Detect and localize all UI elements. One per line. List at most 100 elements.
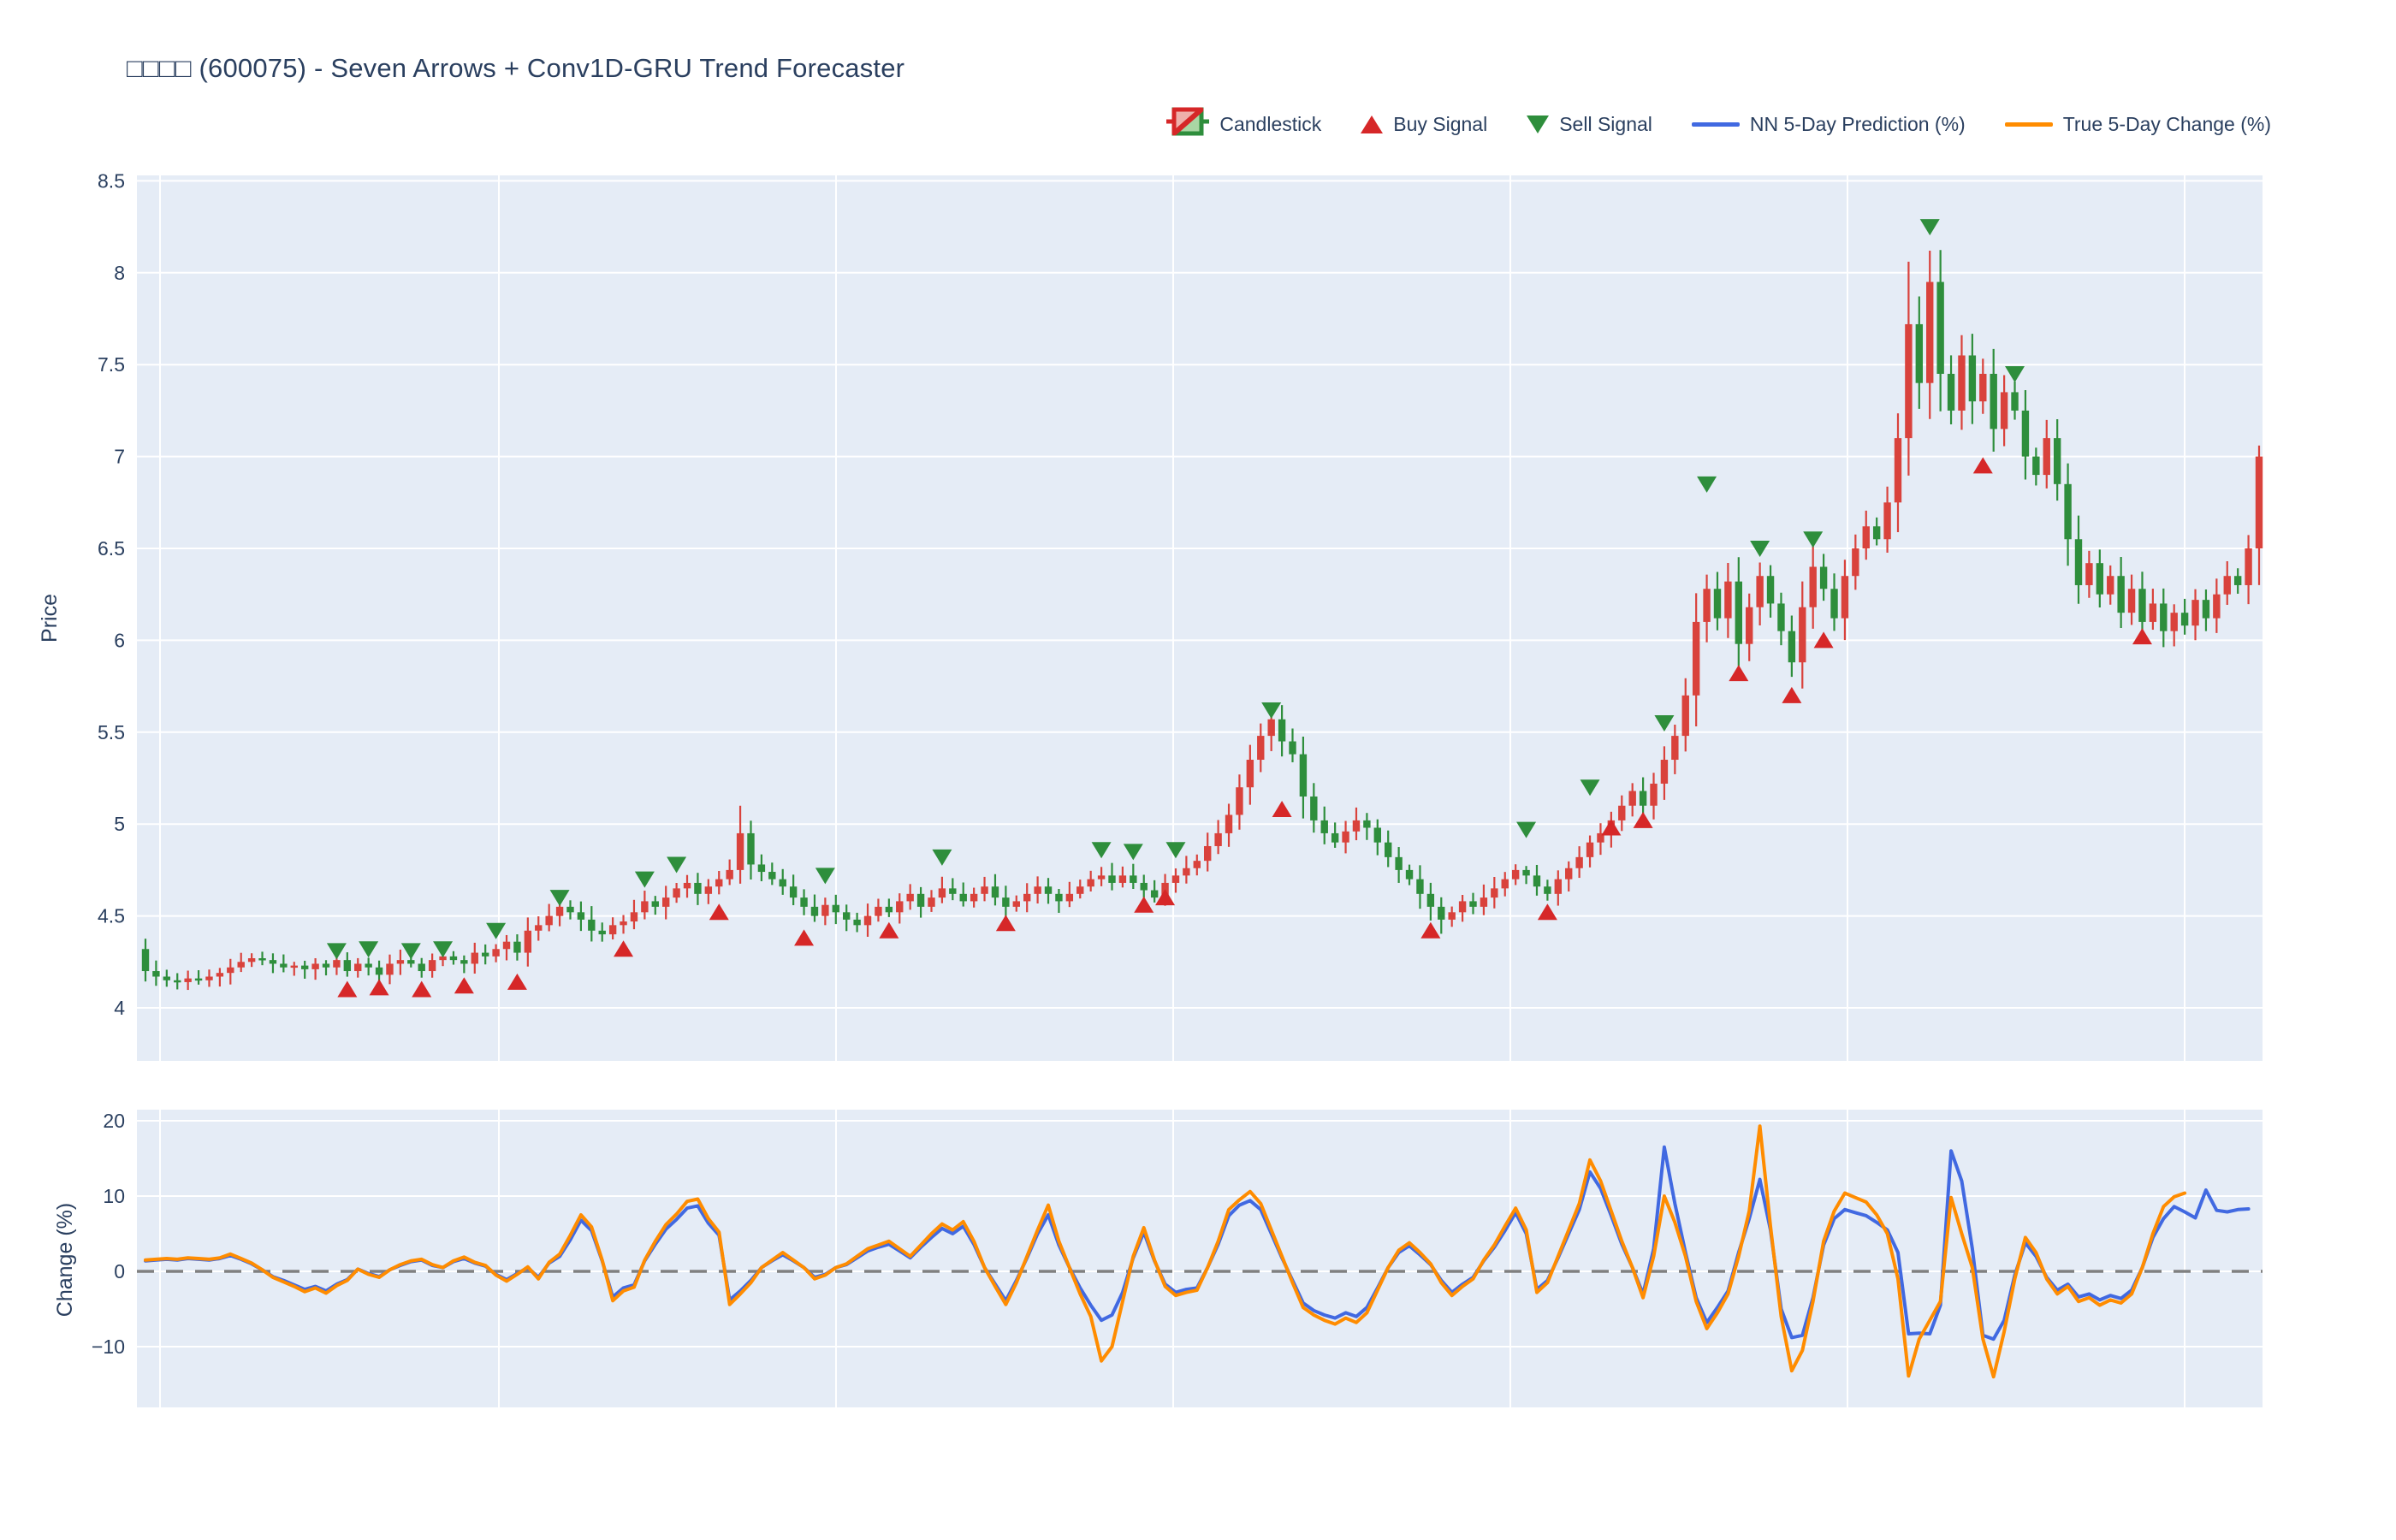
candle-body xyxy=(1575,856,1583,868)
candle-body xyxy=(1522,869,1530,876)
candle-body xyxy=(1246,760,1254,788)
candle-body xyxy=(641,901,649,913)
candle-body xyxy=(1385,842,1392,857)
candle-body xyxy=(885,906,893,913)
sell-marker xyxy=(1654,715,1675,732)
sell-marker xyxy=(359,941,379,958)
candle-body xyxy=(194,978,203,981)
candle-body xyxy=(2213,594,2221,619)
candle-body xyxy=(1395,856,1403,870)
candle-body xyxy=(1597,832,1604,843)
sell-signal-icon xyxy=(1527,115,1550,133)
buy-marker xyxy=(879,921,899,939)
candle-body xyxy=(141,949,150,972)
candle-body xyxy=(588,919,596,931)
price-tick-label: 4.5 xyxy=(98,905,125,927)
price-tick-label: 7.5 xyxy=(98,353,125,376)
candle-body xyxy=(1660,760,1669,784)
candle-body xyxy=(853,919,861,926)
candle-body xyxy=(1171,875,1180,883)
buy-marker xyxy=(1134,896,1154,913)
candle-body xyxy=(991,886,999,898)
legend-label-nn: NN 5-Day Prediction (%) xyxy=(1749,112,1966,135)
sell-marker xyxy=(1261,702,1282,720)
candle-body xyxy=(1735,581,1743,644)
candle-body xyxy=(651,901,659,907)
candle-body xyxy=(481,952,489,957)
candle-body xyxy=(694,882,702,894)
candle-body xyxy=(1533,875,1541,887)
sell-marker xyxy=(2005,365,2025,382)
candle-body xyxy=(1426,893,1435,907)
candle-body xyxy=(2021,410,2030,457)
candle-body xyxy=(1342,831,1349,843)
buy-marker xyxy=(1729,665,1749,682)
candle-body xyxy=(863,915,872,926)
candle-body xyxy=(2107,576,2114,595)
candle-body xyxy=(736,832,744,870)
legend-label-candlestick: Candlestick xyxy=(1219,112,1322,135)
sell-signal-markers[interactable] xyxy=(326,219,2025,960)
candle-body xyxy=(1788,631,1796,663)
legend-item-true-change[interactable]: True 5-Day Change (%) xyxy=(2004,113,2271,136)
candle-body xyxy=(620,921,627,926)
candle-body xyxy=(949,888,957,894)
candle-body xyxy=(1204,845,1212,862)
legend-item-nn-prediction[interactable]: NN 5-Day Prediction (%) xyxy=(1691,112,1966,136)
candle-body xyxy=(375,967,383,975)
legend-item-candlestick[interactable]: Candlestick xyxy=(1166,103,1321,145)
candle-body xyxy=(1554,879,1563,894)
buy-signal-markers[interactable] xyxy=(337,457,2152,998)
candle-body xyxy=(513,941,521,953)
candle-body xyxy=(1628,791,1636,806)
legend-item-buy-signal[interactable]: Buy Signal xyxy=(1361,113,1487,136)
candle-body xyxy=(2117,576,2125,613)
candle-body xyxy=(1862,526,1870,548)
candle-body xyxy=(2202,600,2210,619)
candle-body xyxy=(1310,796,1318,820)
candle-body xyxy=(174,980,181,983)
sell-marker xyxy=(1123,844,1143,861)
candle-body xyxy=(1438,906,1445,920)
candle-body xyxy=(2160,603,2168,631)
candle-body xyxy=(2011,392,2019,411)
candle-body xyxy=(2032,456,2040,476)
candle-body xyxy=(2191,600,2199,626)
legend-label-sell: Sell Signal xyxy=(1559,112,1652,135)
candle-body xyxy=(630,912,638,922)
candle-body xyxy=(1841,576,1849,619)
candle-body xyxy=(661,897,670,907)
candle-body xyxy=(2053,438,2061,484)
candle-body xyxy=(757,864,766,873)
candle-body xyxy=(184,978,192,982)
candle-body xyxy=(439,956,447,961)
candle-body xyxy=(842,912,851,920)
buy-marker xyxy=(1782,686,1802,703)
buy-marker xyxy=(337,980,358,998)
candlestick-series[interactable] xyxy=(141,250,2263,991)
candle-body xyxy=(1331,832,1339,843)
change-tick-label: −10 xyxy=(92,1336,125,1358)
sell-marker xyxy=(815,868,835,885)
buy-marker xyxy=(614,940,634,957)
legend-item-sell-signal[interactable]: Sell Signal xyxy=(1527,113,1652,136)
buy-marker xyxy=(1272,801,1292,818)
buy-marker xyxy=(1601,819,1622,836)
true-change-line[interactable] xyxy=(144,1124,2187,1379)
candle-body xyxy=(2255,456,2263,548)
candle-body xyxy=(1299,754,1308,797)
candle-body xyxy=(896,901,904,913)
candle-body xyxy=(152,971,160,977)
sell-marker xyxy=(433,941,454,958)
candle-body xyxy=(970,893,978,902)
candle-body xyxy=(832,904,839,913)
candle-body xyxy=(343,960,352,972)
candle-body xyxy=(237,962,245,968)
buy-marker xyxy=(995,915,1016,932)
candle-body xyxy=(322,963,330,968)
candle-body xyxy=(1023,893,1031,902)
buy-marker xyxy=(454,977,474,994)
change-tick-label: 10 xyxy=(103,1185,125,1207)
candle-body xyxy=(566,906,574,913)
